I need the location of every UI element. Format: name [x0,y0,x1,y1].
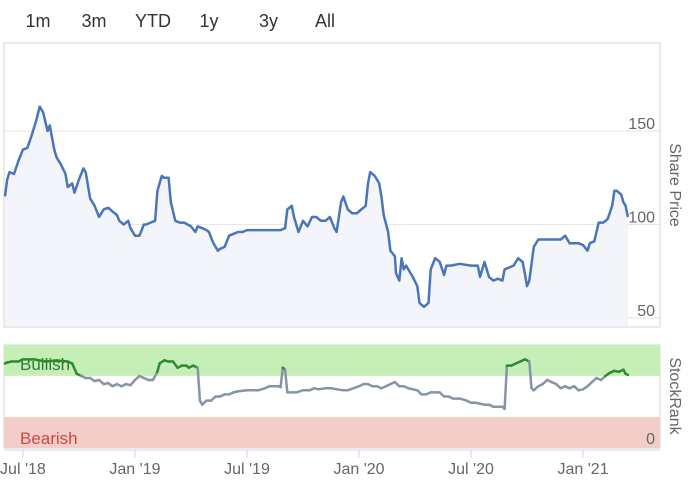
price-tick-label: 150 [628,116,655,133]
rank-segment [196,366,202,402]
rank-segment [44,359,58,363]
range-button-1m[interactable]: 1m [25,11,51,31]
bearish-band [4,417,660,448]
rank-segment [236,389,249,393]
price-area [5,106,628,326]
rank-segment [70,362,78,376]
range-selector: 1m 3m YTD 1y 3y All [0,0,700,42]
rank-segment [156,362,161,374]
x-tick-label: Jan '21 [558,461,609,478]
rank-lines [3,358,630,411]
rank-segment [32,358,47,363]
range-button-ytd[interactable]: YTD [135,11,171,31]
price-axis-title: Share Price [666,143,683,227]
bearish-label: Bearish [20,429,78,448]
x-tick-label: Jan '20 [333,461,384,478]
price-axis: 50 100 150 [628,116,655,320]
x-tick-label: Jul '19 [224,461,270,478]
rank-tick-label: 0 [646,431,655,448]
price-tick-label: 50 [637,303,655,320]
x-tick-label: Jan '19 [109,461,160,478]
rank-axis-title: StockRank [666,357,683,435]
rank-segment [528,360,533,390]
rank-segment [151,370,159,382]
range-button-3m[interactable]: 3m [81,11,107,31]
rank-segment [503,364,509,411]
rank-segment [283,368,289,394]
range-button-3y[interactable]: 3y [258,11,278,31]
x-tick-label: Jul '18 [0,461,46,478]
rank-axis: 0 [646,431,655,448]
rank-segment [346,384,361,392]
price-tick-label: 100 [628,210,655,227]
range-button-all[interactable]: All [314,11,335,31]
rank-segment [55,359,69,363]
bullish-band [4,345,660,376]
rank-segment [171,360,179,369]
range-button-1y[interactable]: 1y [199,11,219,31]
rank-segment [624,372,630,377]
x-tick-label: Jul '20 [448,461,494,478]
rank-segment [279,366,285,389]
bullish-label: Bullish [20,355,70,374]
x-axis: Jul '18 Jan '19 Jul '19 Jan '20 Jul '20 Jan '… [0,450,609,478]
price-line [3,105,630,309]
